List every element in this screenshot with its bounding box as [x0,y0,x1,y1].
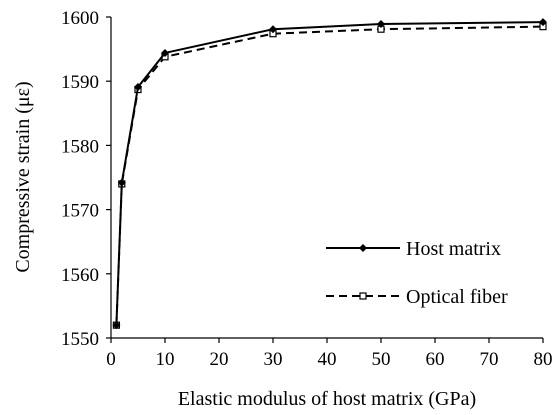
x-tick-label: 0 [106,349,116,370]
x-tick-label: 10 [156,349,175,370]
series-line-optical-fiber [115,25,544,326]
x-tick-label: 70 [480,349,499,370]
series-layer [112,18,547,330]
data-point-host-matrix [161,48,169,57]
series-line-host-matrix [115,21,544,326]
data-point-host-matrix [134,82,142,91]
y-axis-title: Compressive strain (με) [12,81,34,272]
x-tick-label: 60 [426,349,445,370]
y-tick-label: 1590 [61,72,99,93]
legend-label-host-matrix: Host matrix [406,238,501,260]
legend-marker-host-matrix [359,244,367,252]
y-tick-label: 1550 [61,329,99,350]
legend-marker-optical-fiber [359,292,367,300]
data-point-host-matrix [117,178,126,187]
y-tick-label: 1570 [61,201,99,222]
x-tick-label: 40 [318,349,337,370]
y-tick-label: 1580 [61,136,99,157]
legend: Host matrix Optical fiber [326,238,508,308]
x-tick-label: 30 [264,349,283,370]
y-tick-label: 1560 [61,265,99,286]
data-point-host-matrix [377,20,385,29]
legend-label-optical-fiber: Optical fiber [406,286,508,308]
data-point-host-matrix [539,18,547,27]
y-tick-label: 1600 [61,8,99,29]
x-ticks: 0 10 20 30 40 50 60 70 80 [106,338,553,370]
data-point-host-matrix [112,321,121,330]
x-tick-label: 50 [372,349,391,370]
data-point-host-matrix [269,25,277,34]
x-tick-label: 20 [210,349,229,370]
y-ticks: 1550 1560 1570 1580 1590 1600 [61,8,111,350]
x-tick-label: 80 [534,349,553,370]
x-axis-title: Elastic modulus of host matrix (GPa) [178,388,476,410]
